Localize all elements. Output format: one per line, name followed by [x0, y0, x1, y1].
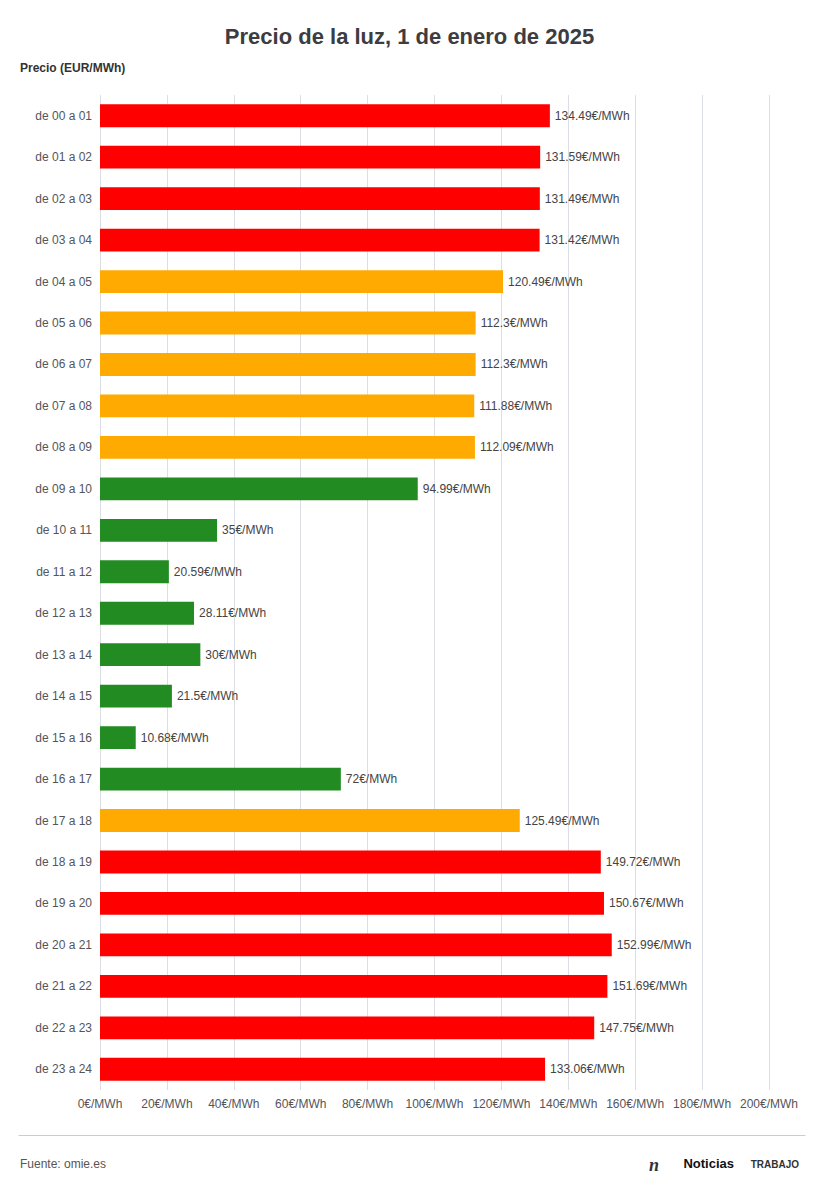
svg-text:20.59€/MWh: 20.59€/MWh [174, 565, 242, 579]
svg-text:de 18 a 19: de 18 a 19 [35, 855, 92, 869]
svg-text:30€/MWh: 30€/MWh [205, 648, 256, 662]
svg-text:de 21 a 22: de 21 a 22 [35, 979, 92, 993]
svg-text:149.72€/MWh: 149.72€/MWh [606, 855, 681, 869]
svg-text:200€/MWh: 200€/MWh [740, 1097, 798, 1111]
svg-text:21.5€/MWh: 21.5€/MWh [177, 689, 238, 703]
svg-text:133.06€/MWh: 133.06€/MWh [550, 1062, 625, 1076]
svg-text:125.49€/MWh: 125.49€/MWh [525, 814, 600, 828]
svg-text:de 11 a 12: de 11 a 12 [36, 565, 92, 579]
svg-text:151.69€/MWh: 151.69€/MWh [612, 979, 687, 993]
svg-text:de 20 a 21: de 20 a 21 [35, 938, 92, 952]
svg-text:0€/MWh: 0€/MWh [78, 1097, 123, 1111]
svg-text:40€/MWh: 40€/MWh [208, 1097, 259, 1111]
svg-text:80€/MWh: 80€/MWh [342, 1097, 393, 1111]
svg-text:Noticias: Noticias [683, 1156, 734, 1171]
svg-text:131.49€/MWh: 131.49€/MWh [545, 192, 620, 206]
svg-text:de 12 a 13: de 12 a 13 [35, 606, 92, 620]
svg-text:n: n [649, 1155, 659, 1175]
svg-text:de 14 a 15: de 14 a 15 [35, 689, 92, 703]
svg-text:de 17 a 18: de 17 a 18 [35, 814, 92, 828]
svg-text:72€/MWh: 72€/MWh [346, 772, 397, 786]
svg-text:120.49€/MWh: 120.49€/MWh [508, 275, 583, 289]
svg-text:de 22 a 23: de 22 a 23 [35, 1021, 92, 1035]
svg-text:de 06 a 07: de 06 a 07 [35, 357, 92, 371]
svg-text:de 05 a 06: de 05 a 06 [35, 316, 92, 330]
svg-text:Precio (EUR/MWh): Precio (EUR/MWh) [20, 61, 125, 75]
svg-text:de 00 a 01: de 00 a 01 [35, 109, 92, 123]
svg-text:147.75€/MWh: 147.75€/MWh [599, 1021, 674, 1035]
svg-text:Precio de la luz, 1 de enero d: Precio de la luz, 1 de enero de 2025 [225, 24, 594, 49]
svg-text:112.09€/MWh: 112.09€/MWh [480, 440, 554, 454]
svg-text:180€/MWh: 180€/MWh [673, 1097, 731, 1111]
svg-text:131.42€/MWh: 131.42€/MWh [545, 233, 620, 247]
svg-text:100€/MWh: 100€/MWh [405, 1097, 463, 1111]
svg-text:131.59€/MWh: 131.59€/MWh [545, 150, 620, 164]
svg-text:152.99€/MWh: 152.99€/MWh [617, 938, 692, 952]
svg-text:TRABAJO: TRABAJO [751, 1159, 800, 1170]
svg-text:35€/MWh: 35€/MWh [222, 523, 273, 537]
svg-text:de 15 a 16: de 15 a 16 [35, 731, 92, 745]
svg-text:94.99€/MWh: 94.99€/MWh [423, 482, 491, 496]
svg-text:160€/MWh: 160€/MWh [606, 1097, 664, 1111]
svg-text:120€/MWh: 120€/MWh [472, 1097, 530, 1111]
svg-text:de 13 a 14: de 13 a 14 [35, 648, 92, 662]
svg-text:de 09 a 10: de 09 a 10 [35, 482, 92, 496]
svg-text:150.67€/MWh: 150.67€/MWh [609, 896, 684, 910]
svg-text:de 23 a 24: de 23 a 24 [35, 1062, 92, 1076]
svg-text:20€/MWh: 20€/MWh [141, 1097, 192, 1111]
svg-text:Fuente: omie.es: Fuente: omie.es [20, 1157, 106, 1171]
svg-text:112.3€/MWh: 112.3€/MWh [481, 357, 548, 371]
svg-text:60€/MWh: 60€/MWh [275, 1097, 326, 1111]
svg-text:de 07 a 08: de 07 a 08 [35, 399, 92, 413]
svg-text:de 04 a 05: de 04 a 05 [35, 275, 92, 289]
svg-text:de 03 a 04: de 03 a 04 [35, 233, 92, 247]
svg-text:140€/MWh: 140€/MWh [539, 1097, 597, 1111]
svg-text:28.11€/MWh: 28.11€/MWh [199, 606, 266, 620]
svg-text:de 19 a 20: de 19 a 20 [35, 896, 92, 910]
svg-text:de 02 a 03: de 02 a 03 [35, 192, 92, 206]
svg-text:112.3€/MWh: 112.3€/MWh [481, 316, 548, 330]
svg-text:10.68€/MWh: 10.68€/MWh [141, 731, 209, 745]
svg-text:de 01 a 02: de 01 a 02 [35, 150, 92, 164]
svg-text:111.88€/MWh: 111.88€/MWh [479, 399, 552, 413]
svg-text:de 10 a 11: de 10 a 11 [36, 523, 92, 537]
svg-text:de 16 a 17: de 16 a 17 [35, 772, 92, 786]
svg-text:de 08 a 09: de 08 a 09 [35, 440, 92, 454]
svg-text:134.49€/MWh: 134.49€/MWh [555, 109, 630, 123]
